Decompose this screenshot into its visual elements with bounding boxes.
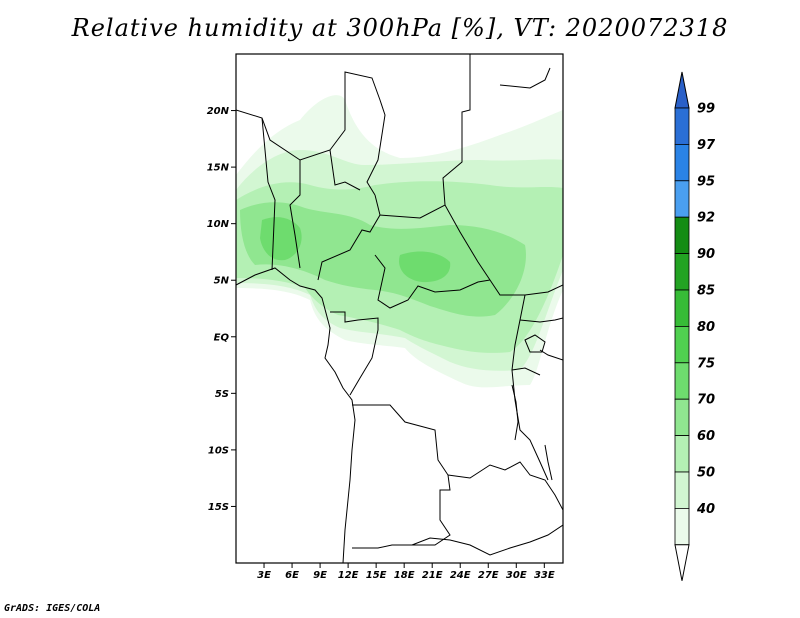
lake-malawi xyxy=(544,444,553,481)
colorbar-label: 92 xyxy=(697,211,715,226)
colorbar-segment xyxy=(674,253,690,291)
colorbar-segment xyxy=(674,180,690,218)
lat-tick-label: 10N xyxy=(207,219,230,230)
longitude-axis: 3E 6E 9E 12E 15E 18E 21E 24E 27E 30E 33E xyxy=(257,563,555,581)
colorbar-segment xyxy=(674,471,690,509)
colorbar-label: 50 xyxy=(697,466,715,481)
border-west-africa xyxy=(261,117,361,271)
lat-tick-label: 20N xyxy=(207,106,230,117)
humidity-area-75 xyxy=(260,217,302,261)
lon-tick-label: 33E xyxy=(534,570,555,581)
map-frame xyxy=(235,53,564,564)
lon-tick-label: 9E xyxy=(313,570,327,581)
colorbar-segment xyxy=(674,143,690,182)
page-title: Relative humidity at 300hPa [%], VT: 202… xyxy=(71,14,729,42)
latitude-axis: 20N 15N 10N 5N EQ 5S 10S 15S xyxy=(207,106,236,513)
colorbar-label: 60 xyxy=(697,429,715,444)
colorbar-label: 70 xyxy=(697,393,715,408)
lon-tick-label: 30E xyxy=(506,570,527,581)
lake-tanganyika xyxy=(511,384,519,441)
lat-tick-label: EQ xyxy=(214,332,230,343)
lon-tick-label: 21E xyxy=(422,570,443,581)
colorbar-segment xyxy=(674,107,690,145)
colorbar-segment xyxy=(674,435,690,473)
lat-tick-label: 15S xyxy=(208,502,229,513)
border-east-africa xyxy=(511,317,563,376)
border-angola xyxy=(352,404,451,549)
border-drc-east xyxy=(511,294,549,481)
colorbar-label: 75 xyxy=(697,356,715,371)
lon-tick-label: 24E xyxy=(450,570,471,581)
lat-tick-label: 5N xyxy=(214,276,230,287)
colorbar-label: 95 xyxy=(697,174,715,189)
border-chad-sudan xyxy=(317,194,563,296)
colorbar-top-arrow xyxy=(674,71,690,109)
border-libya-egypt xyxy=(442,54,471,206)
colorbar-segment xyxy=(674,216,690,254)
lon-tick-label: 15E xyxy=(366,570,387,581)
border-congo xyxy=(330,311,379,396)
colorbar-label: 97 xyxy=(697,138,716,153)
lon-tick-label: 12E xyxy=(338,570,359,581)
border-north-africa xyxy=(236,71,386,196)
humidity-shading xyxy=(236,95,563,388)
humidity-area-75b xyxy=(399,251,451,283)
colorbar-label: 85 xyxy=(697,284,715,299)
colorbar-segment xyxy=(674,507,690,546)
colorbar-segment xyxy=(674,398,690,437)
colorbar: 99 97 95 92 90 85 80 75 70 60 50 40 xyxy=(674,71,716,581)
colorbar-bottom-arrow xyxy=(674,544,690,581)
country-borders xyxy=(236,54,563,563)
lon-tick-label: 18E xyxy=(394,570,415,581)
colorbar-segment xyxy=(674,289,690,327)
border-southern xyxy=(411,524,563,556)
humidity-area-70 xyxy=(240,202,526,317)
lat-tick-label: 10S xyxy=(208,445,229,456)
border-car xyxy=(374,254,491,309)
lat-tick-label: 5S xyxy=(215,389,229,400)
colorbar-segment xyxy=(674,362,690,400)
credit-text: GrADS: IGES/COLA xyxy=(4,603,101,614)
coastline-gulf-of-guinea xyxy=(236,267,356,563)
colorbar-label: 90 xyxy=(697,247,715,262)
colorbar-label: 99 xyxy=(697,102,715,117)
lat-tick-label: 15N xyxy=(207,163,230,174)
lake-victoria xyxy=(524,334,546,353)
colorbar-label: 40 xyxy=(696,502,715,517)
colorbar-label: 80 xyxy=(697,320,715,335)
border-zambia xyxy=(447,461,563,511)
lon-tick-label: 6E xyxy=(285,570,299,581)
colorbar-segment xyxy=(674,325,690,364)
lon-tick-label: 27E xyxy=(478,570,499,581)
lon-tick-label: 3E xyxy=(257,570,271,581)
coastline-mediterranean xyxy=(499,67,551,89)
